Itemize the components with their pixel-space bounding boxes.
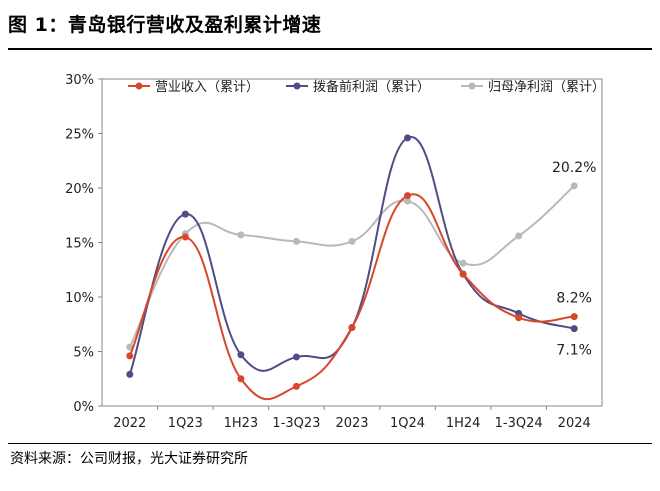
series-line-revenue <box>128 193 575 401</box>
x-tick-label: 1-3Q23 <box>272 416 320 431</box>
x-tick-label: 1H24 <box>446 416 481 431</box>
data-point-revenue <box>570 313 578 321</box>
data-point-ppop <box>126 370 134 378</box>
data-label: 20.2% <box>552 160 596 176</box>
data-point-revenue <box>515 314 523 322</box>
data-label: 7.1% <box>556 343 592 359</box>
data-point-revenue <box>126 352 134 360</box>
legend-marker-ppop <box>293 82 301 90</box>
legend-marker-net_profit <box>468 82 476 90</box>
series-net_profit <box>126 182 578 351</box>
data-point-net_profit <box>404 197 412 205</box>
data-point-net_profit <box>570 182 578 190</box>
chart-annotations: 20.2% 8.2% 7.1% <box>552 160 596 359</box>
data-point-net_profit <box>292 237 300 245</box>
line-chart: 0% 5% 10% 15% 20% 25% 30% 2022 1Q23 1H23 1-3Q23 202… <box>65 73 605 431</box>
data-point-revenue <box>237 375 245 383</box>
legend-label-revenue: 营业收入（累计） <box>155 80 259 95</box>
y-tick-label: 5% <box>73 346 94 361</box>
y-tick-label: 30% <box>65 73 94 88</box>
series-ppop <box>126 134 578 378</box>
title-rule <box>8 48 652 50</box>
x-tick-label: 1-3Q24 <box>495 416 543 431</box>
x-tick-label: 1Q24 <box>390 416 425 431</box>
figure-title: 图 1：青岛银行营收及盈利累计增速 <box>8 14 322 36</box>
data-point-net_profit <box>237 231 245 239</box>
x-tick-label: 2023 <box>335 416 368 431</box>
data-point-ppop <box>292 353 300 361</box>
chart-series <box>126 134 578 401</box>
y-tick-label: 0% <box>73 400 94 415</box>
data-point-ppop <box>181 210 189 218</box>
y-tick-label: 15% <box>65 237 94 252</box>
chart-legend: 营业收入（累计） 拨备前利润（累计） 归母净利润（累计） <box>128 79 605 95</box>
y-tick-label: 10% <box>65 291 94 306</box>
x-tick-label: 2022 <box>113 416 146 431</box>
data-point-ppop <box>404 134 412 142</box>
data-point-ppop <box>237 351 245 359</box>
data-point-revenue <box>459 270 467 278</box>
data-label: 8.2% <box>556 291 592 307</box>
data-point-net_profit <box>348 237 356 245</box>
x-tick-label: 1H23 <box>224 416 259 431</box>
data-point-revenue <box>348 324 356 332</box>
series-line-ppop <box>128 136 575 375</box>
series-line-net_profit <box>128 185 575 348</box>
data-point-revenue <box>404 192 412 200</box>
chart-axes: 0% 5% 10% 15% 20% 25% 30% 2022 1Q23 1H23 1-3Q23 202… <box>65 73 603 431</box>
x-tick-label: 1Q23 <box>168 416 203 431</box>
legend-label-net_profit: 归母净利润（累计） <box>488 80 605 95</box>
y-tick-label: 25% <box>65 128 94 143</box>
y-tick-label: 20% <box>65 182 94 197</box>
data-point-revenue <box>292 382 300 390</box>
legend-label-ppop: 拨备前利润（累计） <box>313 79 430 95</box>
data-point-ppop <box>570 325 578 333</box>
x-tick-label: 2024 <box>558 416 591 431</box>
source-rule <box>8 443 652 444</box>
series-revenue <box>126 192 578 401</box>
data-point-net_profit <box>515 232 523 240</box>
data-point-revenue <box>181 233 189 241</box>
data-point-net_profit <box>459 259 467 267</box>
source-note: 资料来源：公司财报，光大证券研究所 <box>10 451 248 467</box>
legend-marker-revenue <box>135 82 143 90</box>
